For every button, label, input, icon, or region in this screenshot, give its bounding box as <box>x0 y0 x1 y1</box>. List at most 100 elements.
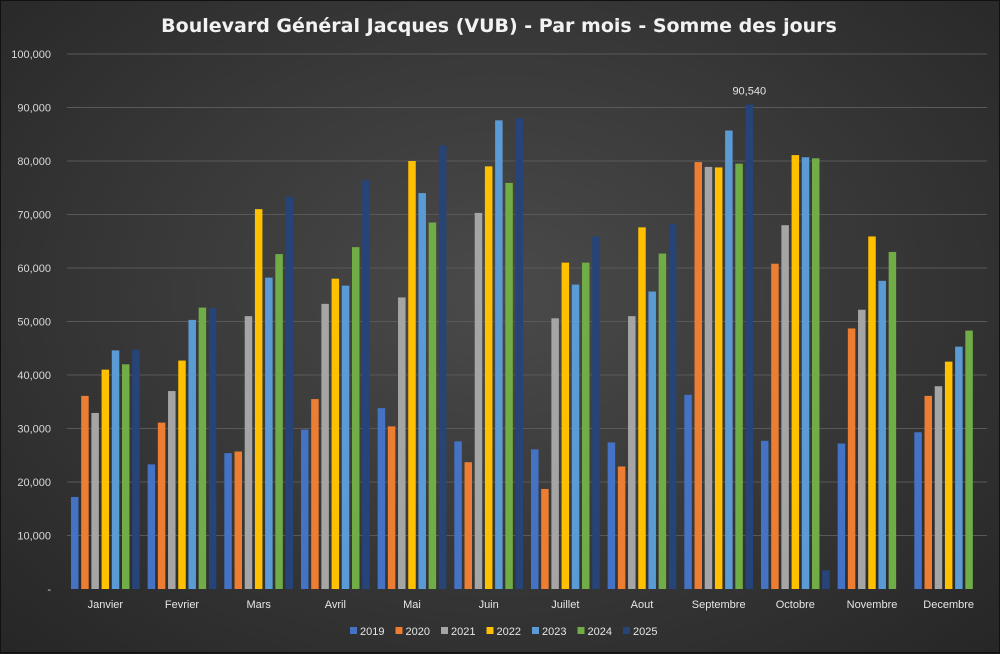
y-tick-label: 50,000 <box>17 317 51 329</box>
bar-2025-juin <box>515 118 524 589</box>
bar-2021-avril <box>321 303 329 589</box>
bar-2019-fevrier <box>147 464 156 589</box>
legend-swatch-2025 <box>623 627 630 634</box>
legend-label-2022: 2022 <box>497 626 521 638</box>
legend-label-2025: 2025 <box>633 626 657 638</box>
y-tick-label: 60,000 <box>17 263 51 275</box>
bar-2022-aout <box>638 227 646 589</box>
bar-2020-aout <box>617 466 626 589</box>
bar-2024-octobre <box>811 158 820 589</box>
bar-2020-septembre <box>694 162 703 589</box>
bar-2023-juillet <box>571 284 580 589</box>
y-axis-ticks: - 10,000 20,000 30,000 40,000 50,000 60,000 70,… <box>11 49 51 596</box>
bar-2023-juin <box>495 120 503 589</box>
bar-2022-juin <box>484 166 493 589</box>
x-category-label: Janvier <box>88 599 124 611</box>
legend-swatch-2021 <box>441 627 448 634</box>
bar-2020-janvier <box>81 395 89 589</box>
bars <box>70 104 973 590</box>
y-tick-label: 80,000 <box>17 156 51 168</box>
bar-2022-mai <box>408 161 416 589</box>
bar-2025-octobre <box>822 570 830 589</box>
bar-2024-aout <box>658 253 667 589</box>
bar-2022-octobre <box>791 155 800 590</box>
legend-label-2021: 2021 <box>451 626 475 638</box>
y-tick-label: 40,000 <box>17 370 51 382</box>
bar-2025-avril <box>362 180 370 589</box>
bar-2025-janvier <box>132 349 140 589</box>
bar-2019-octobre <box>760 440 769 589</box>
legend-label-2019: 2019 <box>360 626 384 638</box>
legend-swatch-2019 <box>350 627 357 634</box>
bar-2021-mai <box>398 297 406 589</box>
bar-2022-septembre <box>714 167 723 590</box>
legend-swatch-2022 <box>486 627 494 634</box>
x-category-label: Aout <box>631 599 654 611</box>
x-category-label: Decembre <box>923 599 974 611</box>
legend-swatch-2024 <box>577 627 585 634</box>
x-category-label: Octobre <box>776 599 815 611</box>
bar-2021-septembre <box>704 166 713 589</box>
bar-2024-septembre <box>735 163 743 590</box>
y-tick-label: 20,000 <box>17 477 51 489</box>
x-category-label: Mars <box>246 599 271 611</box>
bar-2019-decembre <box>914 432 922 589</box>
bar-2025-aout <box>668 224 677 589</box>
bar-2021-mars <box>244 316 253 589</box>
bar-2023-fevrier <box>188 319 196 589</box>
bar-2025-juillet <box>592 236 600 589</box>
chart-title: Boulevard Général Jacques (VUB) - Par mo… <box>161 15 837 37</box>
bar-2024-decembre <box>965 330 973 589</box>
bar-2023-mai <box>418 193 426 589</box>
bar-2021-juillet <box>551 318 559 589</box>
legend-label-2023: 2023 <box>542 626 566 638</box>
bar-2024-juillet <box>581 262 590 589</box>
bar-2023-septembre <box>725 130 733 589</box>
x-category-label: Avril <box>325 599 346 611</box>
bar-2020-mars <box>234 451 243 589</box>
bar-2022-avril <box>331 278 340 589</box>
bar-2021-janvier <box>91 412 99 589</box>
bar-2019-avril <box>300 429 309 589</box>
bar-2019-mars <box>224 453 232 589</box>
x-category-label: Juin <box>479 599 499 611</box>
bar-2025-septembre <box>745 104 754 590</box>
bar-2019-septembre <box>684 394 692 589</box>
bar-2025-mai <box>438 145 447 590</box>
x-axis-categories: Janvier Fevrier Mars Avril Mai Juin Juillet Aou… <box>88 599 974 611</box>
data-label: 90,540 <box>732 86 766 98</box>
x-category-label: Septembre <box>692 599 746 611</box>
y-tick-label: - <box>47 584 51 596</box>
y-tick-label: 70,000 <box>17 210 51 222</box>
x-category-label: Novembre <box>847 599 898 611</box>
bar-2020-octobre <box>771 263 779 589</box>
bar-2020-fevrier <box>157 422 166 589</box>
legend-label-2020: 2020 <box>406 626 430 638</box>
bar-2024-novembre <box>888 251 897 589</box>
bar-2023-decembre <box>955 346 963 589</box>
gridlines <box>67 53 987 536</box>
bar-2021-octobre <box>781 225 789 589</box>
bar-2024-fevrier <box>198 307 207 589</box>
bar-2023-novembre <box>878 280 886 589</box>
bar-2025-fevrier <box>208 308 217 589</box>
bar-2023-aout <box>648 291 656 589</box>
bar-2019-juillet <box>530 449 539 589</box>
bar-2022-juillet <box>561 262 570 589</box>
bar-2019-aout <box>607 442 616 589</box>
legend-swatch-2020 <box>395 627 403 634</box>
bar-2019-novembre <box>837 443 846 589</box>
bar-2021-novembre <box>858 309 866 589</box>
bar-2020-juin <box>464 462 473 589</box>
bar-2019-janvier <box>70 496 79 589</box>
x-category-label: Juillet <box>551 599 579 611</box>
bar-2024-mars <box>275 254 283 589</box>
bar-2024-mai <box>428 222 437 589</box>
legend-label-2024: 2024 <box>588 626 612 638</box>
bar-2022-novembre <box>868 236 876 589</box>
y-tick-label: 10,000 <box>17 531 51 543</box>
bar-2021-decembre <box>934 386 943 589</box>
data-labels: 90,540 <box>732 86 766 98</box>
